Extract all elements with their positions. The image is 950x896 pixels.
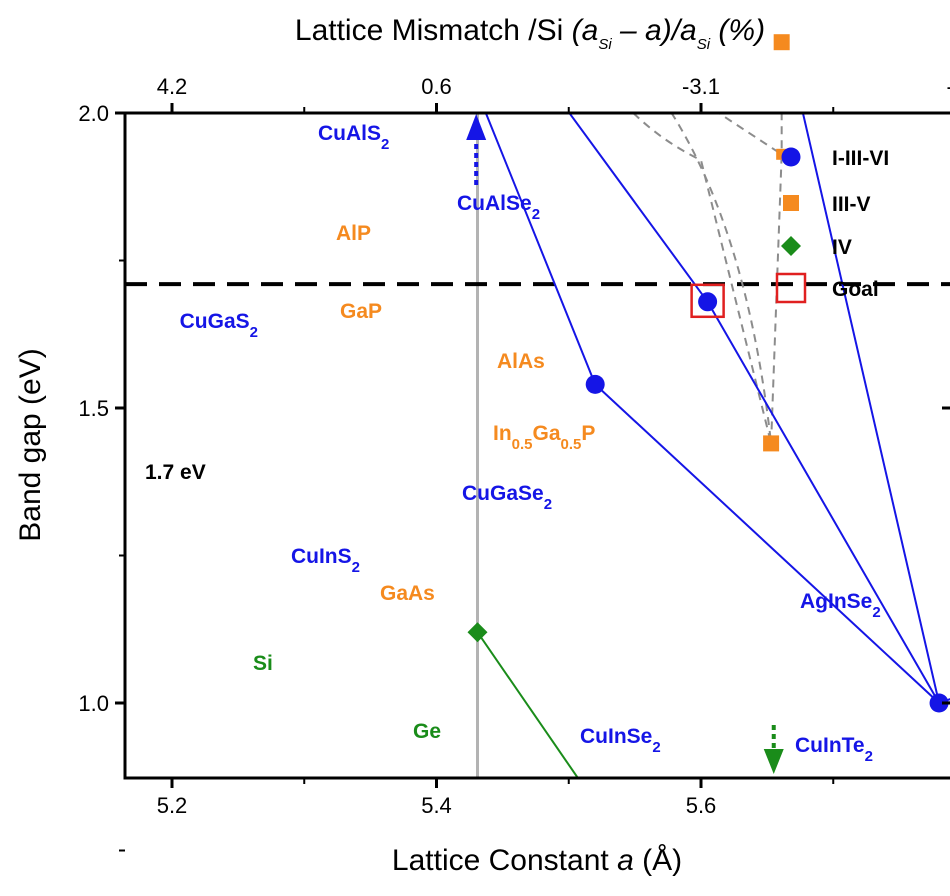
axes-frame (123, 111, 950, 780)
y-tick-label: 2.0 (78, 101, 109, 126)
axes: 5.24.25.40.65.6-3.15.8-6.86.0-10.56.2-14… (14, 14, 950, 877)
alloy-line (670, 113, 773, 444)
legend-label: III-V (832, 193, 871, 216)
legend-goal-icon (775, 272, 807, 304)
data-point-CuInSe2 (929, 693, 949, 713)
y-tick-label: 1.5 (78, 396, 109, 421)
x-tick-label: 5.6 (686, 793, 717, 818)
chalcopyrite-line (706, 301, 940, 704)
data-point-GaAs (763, 435, 780, 452)
goal-marker (690, 283, 725, 319)
label-Si: Si (253, 652, 273, 675)
label-CuAlS2: CuAlS2 (318, 122, 389, 153)
top-axis-title: Lattice Mismatch /Si (aSi – a)/aSi (%) (295, 14, 765, 53)
label-CuInS2: CuInS2 (291, 545, 360, 576)
label-CuGaS2: CuGaS2 (180, 310, 258, 341)
top-tick-label: 4.2 (157, 74, 188, 99)
label-GaAs: GaAs (380, 582, 435, 605)
legend-label: IV (832, 236, 852, 259)
label-AgInSe2: AgInSe2 (800, 590, 881, 621)
label-CuInSe2: CuInSe2 (580, 725, 661, 756)
data-point-AlAs (773, 34, 790, 51)
ge-arrow-head (763, 749, 784, 774)
top-tick-label: 0.6 (421, 74, 452, 99)
legend-label: Goal (832, 278, 879, 301)
data-point-Si (467, 622, 488, 643)
chalcopyrite-line (594, 383, 940, 704)
plot-area (125, 34, 950, 778)
reference-line-label: 1.7 eV (145, 461, 206, 484)
chalcopyrite-line (801, 113, 941, 704)
label-Ge: Ge (413, 720, 441, 743)
x-tick-label: 5.4 (421, 793, 452, 818)
legend-square-icon (783, 195, 799, 211)
y-axis-title: Band gap (eV) (14, 348, 47, 541)
cualS2-arrow-head (466, 114, 487, 140)
legend-diamond-icon (781, 236, 801, 256)
y-tick-label: 1.0 (78, 691, 109, 716)
label-CuGaSe2: CuGaSe2 (462, 482, 552, 513)
x-axis-title: Lattice Constant a (Å) (392, 844, 682, 877)
x-tick-label: 5.2 (157, 793, 188, 818)
legend-label: I-III-VI (832, 147, 889, 170)
data-point-CuInS2 (585, 374, 605, 394)
chalcopyrite-line (568, 113, 709, 303)
label-CuAlSe2: CuAlSe2 (457, 192, 540, 223)
alloy-line (631, 113, 773, 444)
plot-clip-group (125, 113, 950, 778)
legend: I-III-VI III-V IV Goal (775, 147, 889, 304)
data-point-CuGaSe2 (698, 292, 718, 312)
top-tick-label: -3.1 (682, 74, 720, 99)
label-CuInTe2: CuInTe2 (795, 734, 873, 765)
legend-circle-icon (781, 147, 801, 167)
top-tick-label: -6.8 (947, 74, 950, 99)
label-AlP: AlP (336, 222, 371, 245)
chalcopyrite-line (484, 113, 597, 385)
label-In0.5Ga0.5P: In0.5Ga0.5P (493, 422, 595, 453)
label-AlAs: AlAs (497, 350, 545, 373)
point-labels: CuAlS2 CuAlSe2 CuGaS2 CuGaSe2 CuInS2 CuInSe2 A… (145, 122, 881, 765)
data-point-In0.5Ga0.5P (776, 148, 788, 160)
label-GaP: GaP (340, 300, 382, 323)
chalcopyrite-line (938, 698, 950, 704)
si-ge-line (476, 631, 580, 778)
